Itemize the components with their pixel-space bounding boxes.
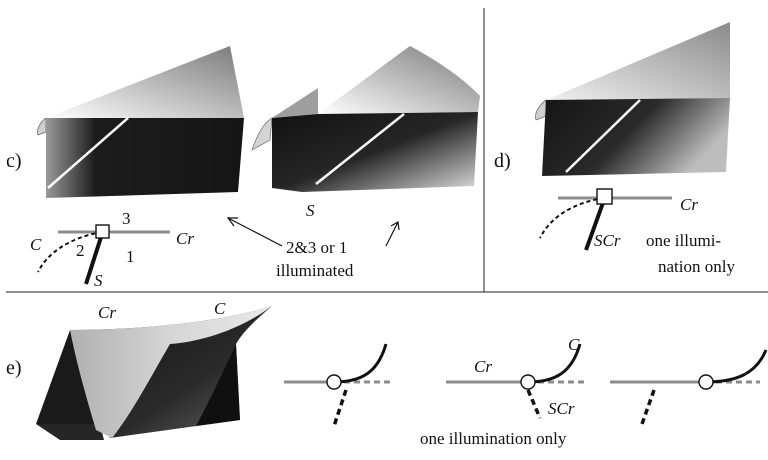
schematic-e3	[610, 349, 768, 425]
arrow-right	[385, 221, 400, 247]
region-number-2: 2	[76, 241, 85, 260]
region-number-1: 1	[126, 247, 135, 266]
note-c-line1: 2&3 or 1	[286, 238, 347, 257]
junction-square-d	[596, 188, 613, 205]
ridge-label-cr-d: Cr	[680, 195, 698, 214]
curve-label-c-top: C	[214, 299, 226, 318]
surface-c-right	[251, 46, 480, 192]
note-e: one illumination only	[420, 429, 567, 448]
end-label-s: S	[94, 271, 103, 290]
curve-dashed-d	[539, 197, 605, 239]
ridge-label-cr-e: Cr	[474, 357, 492, 376]
note-d-line1: one illumi-	[646, 231, 721, 250]
ridge-label-cr: Cr	[176, 229, 194, 248]
schematic-e1	[284, 343, 392, 427]
surface-line-d	[584, 199, 606, 251]
junction-square	[95, 224, 110, 239]
schematic-e2	[446, 343, 584, 419]
curve-label-c: C	[30, 235, 42, 254]
surface-c-left	[37, 46, 244, 198]
ridge-label-cr-top: Cr	[98, 303, 116, 322]
arrow-left	[226, 217, 283, 247]
panel-label-c: c)	[6, 150, 22, 172]
surface-d	[535, 22, 730, 176]
schematic-c	[37, 224, 170, 285]
note-d-line2: nation only	[658, 257, 735, 276]
panel-label-d: d)	[494, 150, 511, 172]
note-c-line2: illuminated	[276, 261, 354, 280]
surface-line	[84, 233, 104, 285]
end-label-scr-e: SCr	[548, 399, 575, 418]
curve-label-c-e: C	[568, 335, 580, 354]
curve-dashed	[37, 231, 103, 273]
surface-label-s: S	[306, 201, 315, 220]
panel-label-e: e)	[6, 357, 22, 379]
region-number-3: 3	[122, 209, 131, 228]
surface-e-tent	[36, 306, 272, 440]
end-label-scr-d: SCr	[594, 231, 621, 250]
schematic-d	[539, 188, 672, 251]
